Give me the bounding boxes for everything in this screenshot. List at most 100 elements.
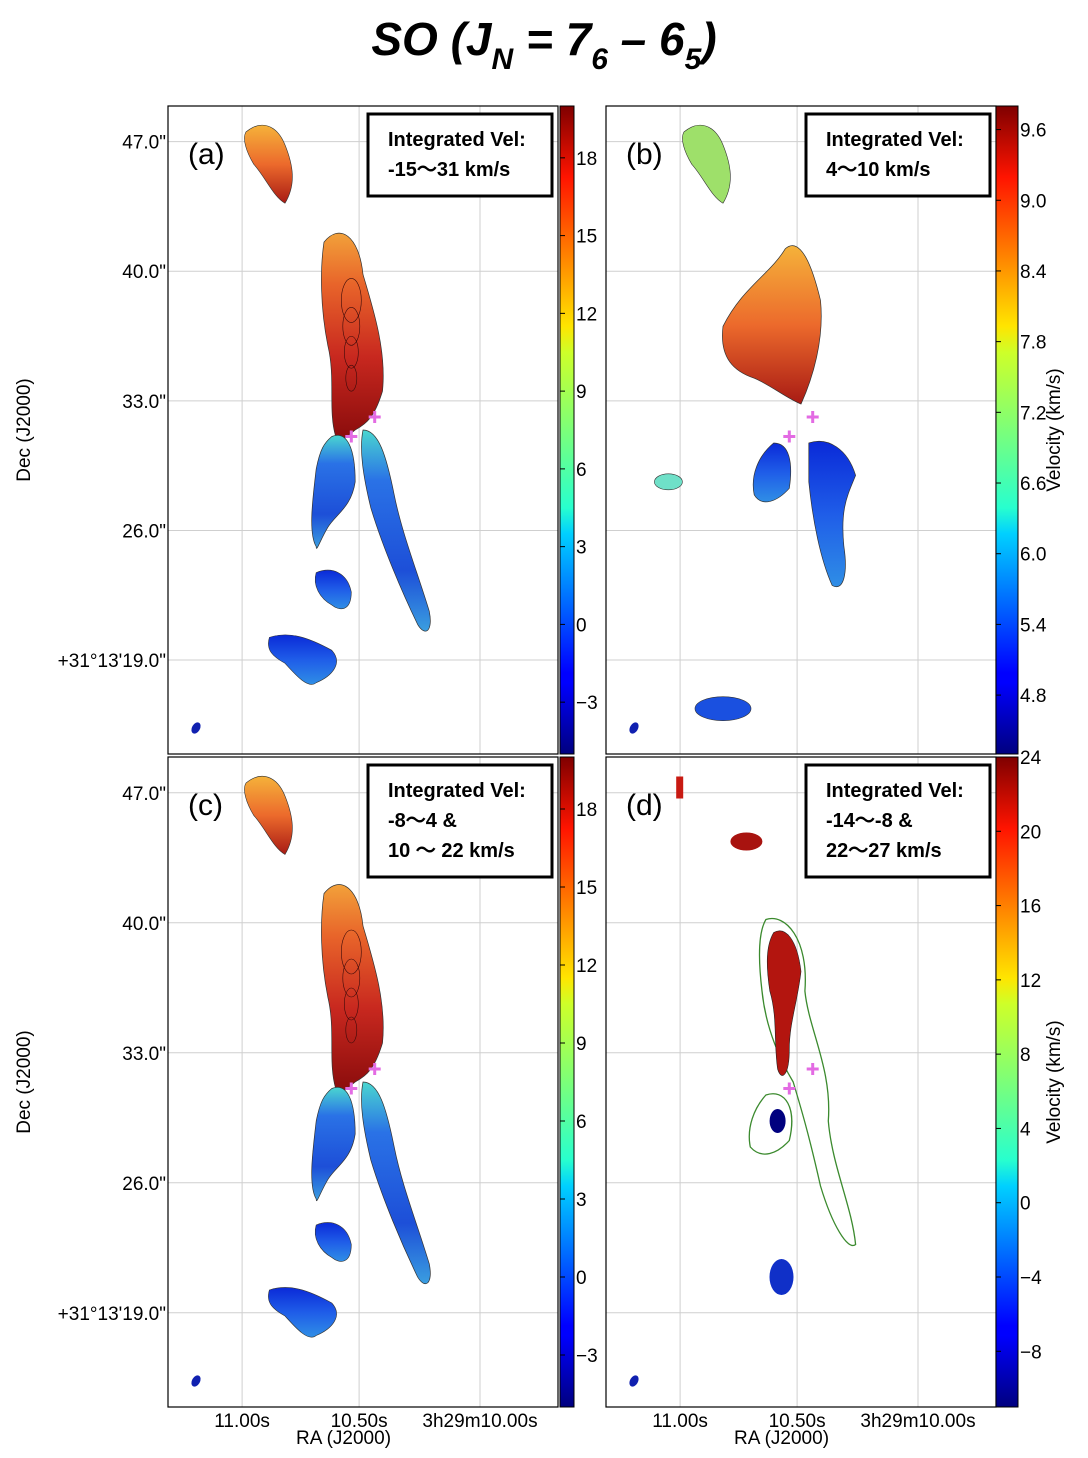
protostar-marker	[368, 1063, 381, 1075]
colorbar-tick-label: 4	[1020, 1119, 1031, 1140]
dec-tick-label: 40.0"	[122, 262, 166, 283]
colorbar-tick-label: 9.6	[1020, 121, 1046, 142]
colorbar	[559, 756, 575, 1408]
ra-tick-label: 11.00s	[214, 1411, 270, 1432]
contour-line	[340, 929, 362, 975]
colorbar-tick-label: 7.8	[1020, 333, 1046, 354]
panel-d: (d) Integrated Vel: -14～-8 & 22～27 km/s 24 20…	[605, 748, 1065, 1449]
colorbar-tick-label: 8	[1020, 1045, 1031, 1066]
emission-north-clump	[682, 124, 731, 204]
emission-high-velocity-red	[766, 930, 802, 1076]
emission-blueshifted-lobe-east	[311, 1086, 356, 1201]
ra-tick-label: 10.50s	[769, 1411, 826, 1432]
contour-line	[342, 958, 361, 998]
protostar-marker	[345, 1082, 358, 1095]
dec-tick-label: 33.0"	[122, 392, 166, 413]
protostar-marker	[345, 430, 358, 443]
beam-ellipse	[191, 1375, 201, 1387]
colorbar-tick-label: 6	[576, 460, 587, 481]
colorbar-tick-label: −8	[1020, 1342, 1042, 1363]
beam-ellipse	[191, 722, 201, 734]
dec-tick-label: 33.0"	[122, 1044, 166, 1065]
plot-area	[606, 106, 996, 754]
dec-axis-label: Dec (J2000)	[14, 378, 35, 482]
colorbar-tick-label: 6.0	[1020, 545, 1046, 566]
contour-line	[342, 307, 361, 346]
emission-blueshifted-lobe-east	[311, 434, 356, 549]
colorbar-label: Velocity (km/s)	[1044, 368, 1065, 492]
legend-range-2: 10 ～ 22 km/s	[388, 840, 515, 862]
legend-range-2: 22～27 km/s	[826, 840, 942, 862]
panel-a: (a) Integrated Vel: -15～31 km/s 18 15 12 9 6 3 0 −…	[14, 105, 598, 755]
emission-blueshifted-lobe-west	[361, 429, 431, 632]
colorbar-label: Velocity (km/s)	[1044, 1020, 1065, 1144]
legend-range: -14～-8 &	[826, 810, 913, 832]
colorbar	[995, 756, 1019, 1408]
legend-title: Integrated Vel:	[826, 129, 964, 151]
legend-title: Integrated Vel:	[388, 780, 526, 802]
contour-line	[343, 335, 359, 369]
emission-blueshifted-west	[808, 441, 856, 588]
legend-range: -15～31 km/s	[388, 159, 510, 181]
legend-box	[804, 763, 992, 879]
ra-axis-label: RA (J2000)	[734, 1428, 829, 1449]
contour-line	[340, 278, 362, 323]
protostar-marker	[806, 1063, 819, 1075]
figure-title: SO (JN = 76 – 65)	[371, 13, 717, 76]
legend-box	[366, 763, 554, 879]
colorbar-tick-label: −3	[576, 693, 598, 714]
colorbar-tick-label: 3	[576, 1190, 587, 1211]
panel-label: (d)	[626, 789, 663, 822]
colorbar-tick-label: 9.0	[1020, 191, 1046, 212]
beam-ellipse	[629, 722, 639, 734]
protostar-marker	[368, 411, 381, 424]
emission-south-clump-2	[314, 1222, 352, 1262]
dec-tick-label: 40.0"	[122, 914, 166, 935]
panel-label: (a)	[188, 138, 225, 171]
legend-title: Integrated Vel:	[826, 780, 964, 802]
beam-ellipse	[629, 1375, 639, 1387]
colorbar-tick-label: 15	[576, 227, 597, 248]
contour-line	[345, 1016, 358, 1044]
emission-south-clump-2	[314, 569, 352, 610]
emission-blueshifted-lobe-west	[361, 1081, 431, 1285]
emission-east-clump	[654, 473, 683, 491]
panel-label: (c)	[188, 789, 223, 822]
ra-tick-label: 10.50s	[331, 1411, 388, 1432]
colorbar-tick-label: 18	[576, 149, 597, 170]
colorbar-tick-label: 5.4	[1020, 615, 1047, 636]
panel-c: (c) Integrated Vel: -8～4 & 10 ～ 22 km/s 18 15…	[14, 756, 598, 1449]
colorbar-tick-label: −4	[1020, 1268, 1042, 1289]
contour-line	[343, 987, 359, 1021]
colorbar-tick-label: 9	[576, 382, 587, 403]
protostar-marker	[783, 1082, 796, 1095]
colorbar-tick-label: 0	[576, 615, 587, 636]
emission-high-velocity-blue	[769, 1109, 786, 1133]
colorbar-tick-label: 18	[576, 800, 597, 821]
dec-axis-label: Dec (J2000)	[14, 1030, 35, 1134]
protostar-marker	[783, 430, 796, 443]
colorbar-tick-label: 8.4	[1020, 262, 1047, 283]
emission-north-knot	[730, 832, 763, 851]
dec-tick-label: 26.0"	[122, 1174, 166, 1195]
contour-line	[345, 364, 358, 392]
legend-box	[804, 112, 992, 198]
emission-south-clump	[268, 634, 337, 685]
legend-range: -8～4 &	[388, 810, 457, 832]
ra-tick-label: 11.00s	[652, 1411, 708, 1432]
legend-title: Integrated Vel:	[388, 129, 526, 151]
dec-tick-label: 26.0"	[122, 521, 166, 542]
ra-tick-label: 3h29m10.00s	[860, 1411, 975, 1432]
dec-tick-label: 47.0"	[122, 784, 166, 805]
emission-ambient	[722, 245, 822, 405]
colorbar-tick-label: 4.8	[1020, 686, 1046, 707]
ra-tick-label: 3h29m10.00s	[422, 1411, 537, 1432]
emission-south-blue	[769, 1259, 794, 1295]
colorbar-tick-label: 0	[576, 1268, 587, 1289]
panel-frame	[167, 756, 559, 1408]
legend-box	[366, 112, 554, 198]
ra-axis-label: RA (J2000)	[296, 1428, 391, 1449]
colorbar-tick-label: 24	[1020, 748, 1042, 769]
panel-label: (b)	[626, 138, 663, 171]
